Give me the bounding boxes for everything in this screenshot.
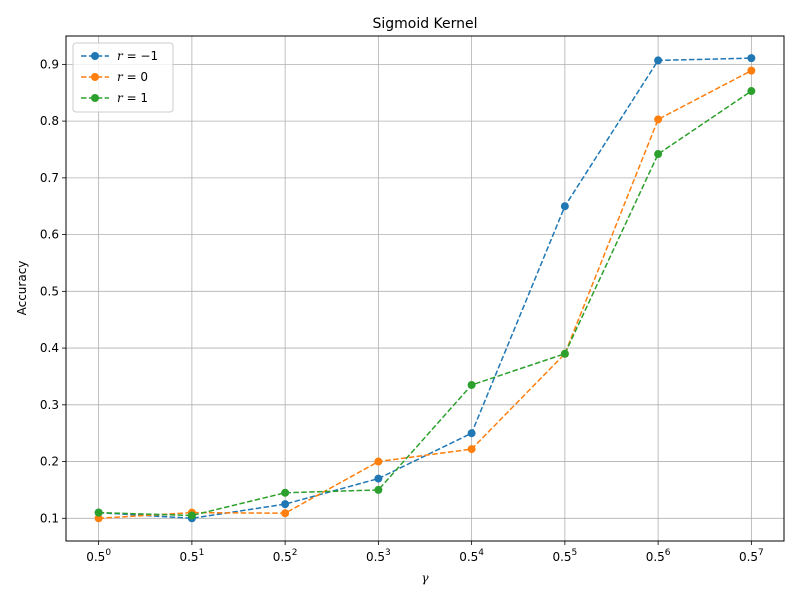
data-point <box>560 202 569 211</box>
y-tick-label: 0.7 <box>40 171 59 185</box>
ticks: 0.50 0.51 0.52 0.53 0.54 0.55 0.56 0.57 0.1 0.2 0.… <box>40 57 764 564</box>
series-line-2 <box>98 90 752 517</box>
series-line-1 <box>98 69 752 520</box>
data-point <box>374 457 383 466</box>
x-axis-label: γ <box>421 571 429 585</box>
data-point <box>654 150 663 159</box>
plot-frame <box>65 35 785 542</box>
data-point <box>747 66 756 75</box>
data-point <box>187 511 196 520</box>
grid <box>66 36 784 541</box>
data-point <box>654 56 663 65</box>
data-point <box>374 474 383 483</box>
data-point <box>654 115 663 124</box>
y-tick-label: 0.6 <box>40 228 59 242</box>
legend-entry: r = 1 <box>117 91 148 105</box>
data-point <box>467 380 476 389</box>
y-tick-label: 0.3 <box>40 398 59 412</box>
y-tick-label: 0.2 <box>40 455 59 469</box>
y-tick-label: 0.5 <box>40 284 59 298</box>
legend: r = −1 r = 0 r = 1 <box>72 42 174 113</box>
data-point <box>94 508 103 517</box>
data-point <box>281 500 290 509</box>
y-tick-label: 0.9 <box>40 57 59 71</box>
x-tick-label: 0.56 <box>646 548 671 564</box>
chart-title: Sigmoid Kernel <box>372 16 477 32</box>
y-tick-label: 0.8 <box>40 114 59 128</box>
x-tick-label: 0.50 <box>86 548 111 564</box>
x-tick-label: 0.57 <box>739 548 764 564</box>
x-tick-label: 0.54 <box>459 548 484 564</box>
x-tick-label: 0.55 <box>552 548 577 564</box>
data-point <box>467 429 476 438</box>
data-point <box>747 87 756 96</box>
legend-box <box>72 42 174 113</box>
legend-marker <box>91 73 99 81</box>
legend-entry: r = −1 <box>117 49 158 63</box>
series-layer <box>94 54 756 523</box>
x-tick-label: 0.52 <box>273 548 298 564</box>
y-tick-label: 0.4 <box>40 341 59 355</box>
data-point <box>560 349 569 358</box>
legend-entry: r = 0 <box>117 70 148 84</box>
x-tick-label: 0.51 <box>179 548 204 564</box>
series-line-0 <box>98 57 752 520</box>
data-point <box>94 514 103 523</box>
y-tick-label: 0.1 <box>40 511 59 525</box>
data-point <box>467 445 476 454</box>
legend-marker <box>91 94 99 102</box>
data-point <box>747 54 756 63</box>
data-point <box>281 488 290 497</box>
data-point <box>374 485 383 494</box>
x-tick-label: 0.53 <box>366 548 391 564</box>
y-axis-label: Accuracy <box>15 261 29 316</box>
data-point <box>281 509 290 518</box>
legend-marker <box>91 52 99 60</box>
